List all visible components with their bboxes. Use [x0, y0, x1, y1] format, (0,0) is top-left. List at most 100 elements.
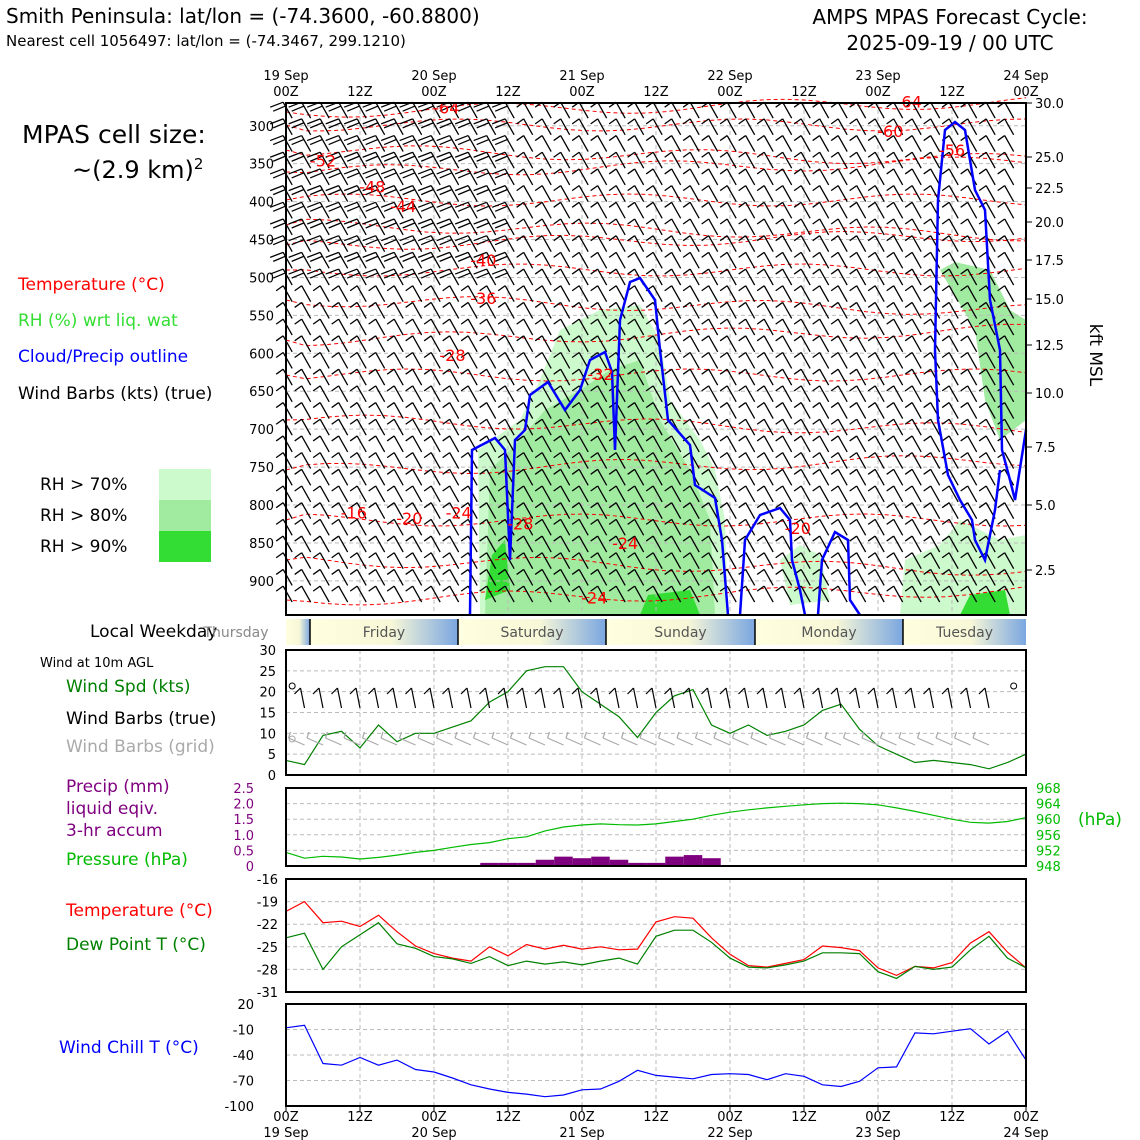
wind-barb-grid [343, 737, 361, 746]
wind-barb-grid [676, 737, 694, 746]
wind-barb-staff [560, 268, 571, 286]
wind-barb-flag [830, 452, 839, 459]
wind-barb-flag [516, 368, 525, 375]
wind-barb-flag [830, 218, 839, 225]
wind-barb-staff [985, 569, 996, 586]
wind-barb-staff [301, 168, 312, 186]
wind-barb-true [867, 687, 875, 695]
wind-barb-flag [830, 185, 839, 192]
wind-barb-flag [457, 155, 471, 162]
wind-barb-staff [800, 569, 811, 586]
wind-barb-flag [775, 418, 784, 425]
wind-barb-staff [356, 569, 367, 586]
wind-barb-flag [738, 485, 747, 492]
wind-barb-staff [486, 218, 497, 236]
wind-barb-flag [960, 268, 969, 275]
wind-barb-staff [301, 118, 312, 136]
wind-barb-flag [571, 118, 580, 125]
wind-barb-staff [967, 385, 978, 403]
wind-barb-staff [837, 185, 848, 202]
wind-barb-flag [923, 552, 932, 559]
wind-barb-flag [420, 138, 434, 146]
wind-barb-flag [701, 518, 710, 525]
wind-barb-flag [534, 368, 543, 375]
wind-barb-flag [812, 518, 821, 525]
wind-barb-staff [634, 569, 645, 586]
wind-barb-staff [615, 569, 626, 586]
wind-barb-flag [682, 485, 691, 492]
wind-barb-staff [356, 519, 367, 536]
wind-barb-staff [597, 485, 608, 503]
isotherm-label: -28 [439, 346, 465, 365]
wind-barb-flag [775, 318, 784, 325]
wind-barb-flag [460, 368, 469, 375]
wind-barb-staff [523, 352, 534, 369]
wind-barb-staff [393, 502, 404, 519]
wind-barb-flag [590, 218, 599, 225]
kft-tick-label: 10.0 [1035, 387, 1064, 402]
wind-barb-flag [460, 585, 469, 592]
wind-barb-staff [319, 402, 330, 419]
wind-barb-flag [553, 535, 562, 542]
wind-barb-staff [282, 185, 293, 202]
wind-barb-flag [830, 368, 839, 375]
wind-barb-true [910, 687, 916, 709]
wind-barb-flag [439, 222, 452, 229]
wind-barb-flag [738, 135, 747, 142]
isotherm-line [285, 513, 1027, 527]
wind-barb-flag [978, 118, 987, 125]
wind-barb-flag [830, 268, 839, 275]
wind-barb-staff [985, 552, 996, 570]
wind-barb-flag [405, 368, 414, 375]
wind-barb-true [928, 687, 935, 709]
wind-barb-staff [745, 218, 756, 236]
wind-barb-flag [608, 285, 617, 292]
wind-barb-staff [301, 335, 312, 353]
wind-barb-flag [997, 168, 1006, 175]
wind-barb-flag [830, 135, 839, 142]
wind-barb-true [756, 687, 764, 695]
wind-barb-flag [312, 301, 321, 308]
wind-barb-staff [597, 552, 608, 570]
wind-barb-staff [652, 418, 663, 436]
wind-barb-staff [874, 485, 885, 503]
wind-barb-flag [380, 168, 395, 175]
wind-barb-flag [886, 351, 895, 359]
wind-barb-staff [504, 435, 515, 453]
top-hour-label: 00Z [273, 85, 299, 100]
wind-barb-flag [775, 435, 784, 442]
rh-fill-region [485, 540, 510, 600]
wind-barb-flag [775, 185, 784, 192]
wind-barb-flag [978, 351, 987, 359]
wind-barb-flag [904, 251, 913, 258]
wind-barb-staff [356, 118, 367, 136]
wind-barb-flag [960, 568, 969, 575]
bottom-hour-label: 12Z [347, 1110, 373, 1125]
wind-barb-staff [948, 218, 959, 236]
wind-barb-flag [368, 552, 377, 559]
wind-barb-staff [782, 235, 793, 252]
wind-barb-staff [338, 235, 349, 252]
wind-barb-flag [423, 402, 432, 409]
wind-barb-staff [782, 435, 793, 453]
wind-barb-staff [301, 268, 312, 286]
wind-barb-staff [856, 485, 867, 503]
wind-barb-staff [467, 252, 478, 269]
wind-barb-flag [960, 351, 969, 359]
wind-barb-staff [634, 485, 645, 503]
wind-barb-flag [365, 189, 378, 196]
wind-barb-flag [793, 135, 802, 142]
wind-barb-flag [368, 402, 377, 409]
wind-barb-staff [393, 468, 404, 486]
wind-barb-flag [886, 118, 895, 125]
wind-barb-flag [701, 435, 710, 442]
wind-barb-flag [812, 351, 821, 359]
wind-barb-flag [793, 118, 802, 125]
wind-barb-flag [719, 351, 728, 359]
wind-barb-true [947, 687, 953, 709]
wind-barb-staff [800, 418, 811, 436]
wind-barb-staff [597, 218, 608, 236]
wind-barb-staff [375, 302, 386, 319]
wind-barb-staff [800, 552, 811, 570]
wind-barb-flag [886, 151, 895, 158]
